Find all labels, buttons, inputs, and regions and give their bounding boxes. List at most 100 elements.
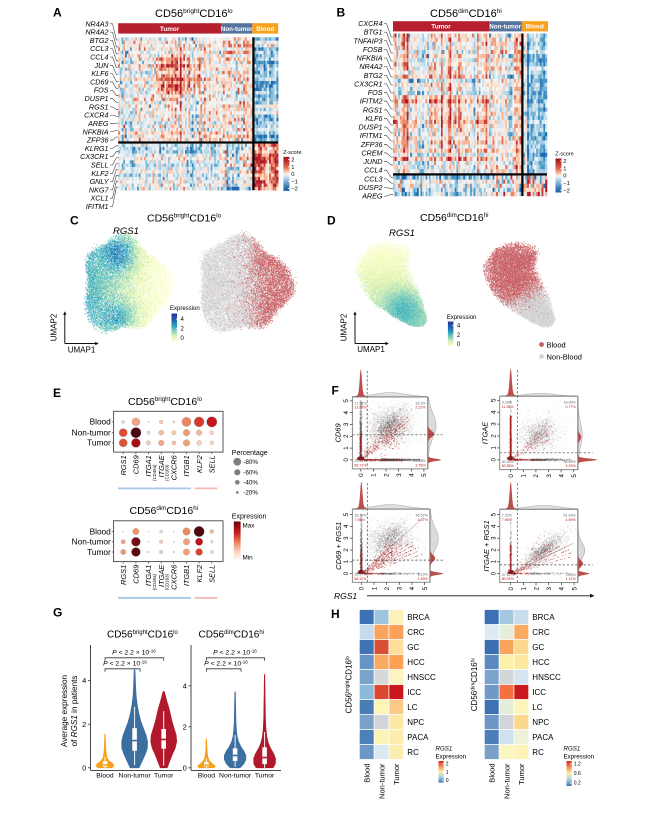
svg-text:Non-tumor: Non-tumor — [72, 537, 111, 547]
svg-text:33.3%: 33.3% — [415, 401, 426, 405]
svg-text:-40%: -40% — [243, 480, 258, 487]
svg-text:FOS: FOS — [94, 86, 109, 95]
svg-text:CD56dimCD16hi: CD56dimCD16hi — [420, 212, 489, 224]
svg-text:Tumor: Tumor — [154, 773, 174, 780]
svg-text:CD69 + RGS1: CD69 + RGS1 — [334, 522, 343, 570]
svg-text:0.2: 0.2 — [574, 781, 581, 787]
svg-text:of RGS1 in patients: of RGS1 in patients — [70, 675, 79, 746]
svg-text:-80%: -80% — [243, 459, 258, 466]
svg-text:−1: −1 — [563, 181, 570, 187]
svg-text:LC: LC — [532, 703, 542, 712]
svg-text:(CD103): (CD103) — [165, 464, 170, 481]
svg-text:Blood: Blood — [256, 26, 274, 33]
svg-text:2: 2 — [491, 434, 498, 438]
svg-text:CXCR4: CXCR4 — [358, 19, 382, 28]
svg-text:BRCA: BRCA — [407, 613, 430, 622]
svg-text:5: 5 — [422, 586, 429, 590]
svg-text:0: 0 — [82, 763, 86, 772]
svg-text:Expression: Expression — [564, 754, 595, 761]
svg-text:Expression: Expression — [436, 754, 467, 761]
svg-text:RGS1: RGS1 — [389, 228, 415, 239]
svg-text:IFITM2: IFITM2 — [360, 97, 383, 106]
svg-text:Expression: Expression — [232, 514, 267, 521]
svg-text:PACA: PACA — [532, 733, 554, 742]
svg-text:RC: RC — [407, 748, 419, 757]
svg-text:2: 2 — [457, 333, 461, 339]
svg-text:H: H — [331, 607, 340, 621]
svg-text:1: 1 — [343, 446, 350, 450]
svg-text:2: 2 — [563, 159, 566, 165]
svg-text:UMAP2: UMAP2 — [50, 313, 59, 341]
svg-text:5: 5 — [571, 474, 578, 478]
svg-text:RGS1: RGS1 — [119, 455, 128, 475]
svg-text:−2: −2 — [563, 188, 570, 194]
svg-text:Min: Min — [243, 555, 254, 562]
svg-text:ITGA1: ITGA1 — [144, 565, 153, 586]
svg-text:2: 2 — [533, 587, 540, 591]
svg-text:P < 2.2 × 10-16: P < 2.2 × 10-16 — [103, 659, 147, 667]
svg-text:BRCA: BRCA — [532, 613, 555, 622]
svg-text:KLF6: KLF6 — [365, 114, 382, 123]
svg-text:Blood: Blood — [96, 773, 114, 780]
svg-text:CRC: CRC — [532, 628, 550, 637]
svg-text:80.04%: 80.04% — [502, 577, 515, 581]
svg-text:CD69: CD69 — [132, 455, 141, 474]
svg-text:ZFP36: ZFP36 — [360, 140, 383, 149]
svg-text:3: 3 — [546, 587, 553, 591]
svg-text:0: 0 — [181, 336, 185, 342]
svg-text:1: 1 — [491, 446, 498, 450]
svg-text:NFKBIA: NFKBIA — [357, 54, 383, 63]
svg-text:(CD103): (CD103) — [165, 574, 170, 591]
svg-text:Tumor: Tumor — [160, 26, 180, 33]
svg-text:2: 2 — [181, 327, 185, 333]
svg-text:2: 2 — [384, 586, 391, 590]
svg-text:Non-tumor: Non-tumor — [219, 773, 252, 780]
svg-text:0: 0 — [508, 474, 515, 478]
svg-text:CD69: CD69 — [334, 423, 343, 443]
svg-text:NR4A2: NR4A2 — [359, 62, 382, 71]
svg-text:AREG: AREG — [361, 192, 383, 201]
svg-text:1: 1 — [521, 474, 528, 478]
svg-text:P < 2.2 × 10-16: P < 2.2 × 10-16 — [204, 659, 248, 667]
svg-text:5: 5 — [571, 587, 578, 591]
svg-text:NPC: NPC — [407, 718, 424, 727]
svg-text:82.85%: 82.85% — [502, 464, 515, 468]
svg-text:RGS1: RGS1 — [89, 102, 109, 111]
svg-text:SELL: SELL — [208, 565, 217, 583]
svg-text:1: 1 — [446, 770, 449, 776]
svg-text:NR4A2: NR4A2 — [85, 28, 108, 37]
svg-text:B: B — [337, 6, 346, 20]
svg-text:Blood: Blood — [90, 526, 112, 536]
svg-text:5: 5 — [491, 398, 498, 402]
svg-text:4: 4 — [181, 317, 185, 323]
svg-text:3: 3 — [491, 422, 498, 426]
svg-text:PACA: PACA — [407, 733, 429, 742]
svg-text:CXCR6: CXCR6 — [170, 454, 179, 480]
svg-text:ITGB1: ITGB1 — [182, 565, 191, 586]
svg-text:1: 1 — [521, 587, 528, 591]
svg-text:4.89%: 4.89% — [565, 518, 576, 522]
svg-text:Blood: Blood — [526, 24, 544, 31]
svg-text:11.38%: 11.38% — [502, 405, 515, 409]
svg-text:CD56dimCD16hi: CD56dimCD16hi — [130, 505, 199, 517]
svg-text:3: 3 — [343, 536, 350, 540]
svg-text:HNSCC: HNSCC — [532, 673, 561, 682]
svg-text:NR4A3: NR4A3 — [85, 19, 108, 28]
svg-text:30.99%: 30.99% — [502, 460, 515, 464]
svg-text:AREG: AREG — [87, 119, 109, 128]
svg-text:KLF2: KLF2 — [195, 455, 204, 473]
svg-text:7.96%: 7.96% — [502, 518, 513, 522]
svg-text:FOS: FOS — [368, 88, 383, 97]
svg-text:P < 2.2 × 10-16: P < 2.2 × 10-16 — [112, 648, 156, 656]
svg-text:CD56brightCD16lo: CD56brightCD16lo — [155, 8, 233, 20]
svg-text:F: F — [332, 384, 339, 398]
svg-text:C: C — [70, 214, 79, 228]
svg-text:UMAP1: UMAP1 — [357, 345, 385, 354]
svg-text:Tumor: Tumor — [517, 763, 526, 785]
svg-text:KLF2: KLF2 — [195, 565, 204, 583]
svg-text:HCC: HCC — [407, 658, 425, 667]
svg-text:7.32%: 7.32% — [502, 514, 513, 518]
svg-text:5: 5 — [421, 473, 428, 477]
svg-text:46.57%: 46.57% — [416, 514, 429, 518]
svg-text:RGS1: RGS1 — [564, 746, 581, 753]
